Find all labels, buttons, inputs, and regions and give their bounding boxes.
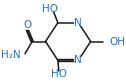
Text: N: N (74, 18, 82, 28)
Text: N: N (74, 55, 82, 65)
Text: HO: HO (42, 4, 58, 14)
Circle shape (75, 20, 82, 26)
Circle shape (24, 24, 30, 29)
Text: OH: OH (109, 37, 125, 46)
Text: O: O (23, 20, 31, 30)
Text: HO: HO (51, 69, 67, 79)
Circle shape (75, 57, 82, 63)
Text: H₂N: H₂N (1, 50, 21, 60)
